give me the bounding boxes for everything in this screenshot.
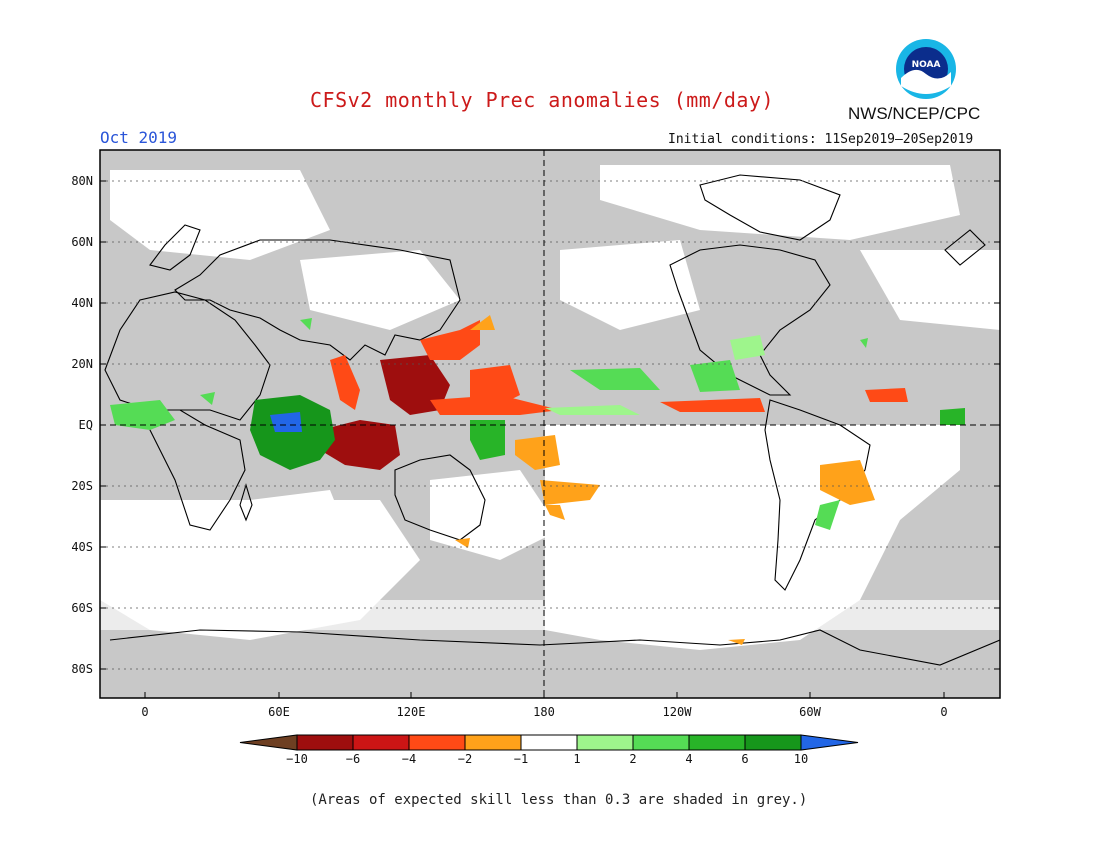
legend-label: −10 bbox=[286, 752, 308, 766]
legend-label: −2 bbox=[458, 752, 472, 766]
map-title: CFSv2 monthly Prec anomalies (mm/day) bbox=[310, 88, 775, 112]
equator-and-dateline bbox=[100, 150, 1000, 698]
lat-label: 40N bbox=[71, 296, 93, 310]
legend-arrow-high bbox=[800, 734, 859, 751]
legend-label: 4 bbox=[685, 752, 692, 766]
dry-anomaly-regions bbox=[320, 315, 908, 645]
legend-swatch bbox=[520, 734, 578, 751]
noaa-logo-icon: NOAA bbox=[896, 39, 956, 99]
legend-label: −4 bbox=[402, 752, 416, 766]
wet-anomaly-regions bbox=[110, 318, 965, 530]
color-legend: −10 −6 −4 −2 −1 1 2 4 6 10 bbox=[239, 734, 859, 766]
legend-label: 1 bbox=[573, 752, 580, 766]
lon-label: 0 bbox=[141, 705, 148, 719]
latitude-ticks bbox=[100, 180, 1000, 670]
lat-label: 60N bbox=[71, 235, 93, 249]
lat-label: 80S bbox=[71, 662, 93, 676]
organization-label: NWS/NCEP/CPC bbox=[848, 104, 981, 123]
gridlines bbox=[100, 180, 1000, 670]
legend-label: −1 bbox=[514, 752, 528, 766]
legend-swatch bbox=[632, 734, 690, 751]
lon-label: 120W bbox=[663, 705, 693, 719]
lat-label: 20N bbox=[71, 357, 93, 371]
lon-label: 0 bbox=[940, 705, 947, 719]
lat-label: 40S bbox=[71, 540, 93, 554]
legend-label: 2 bbox=[629, 752, 636, 766]
legend-swatch bbox=[744, 734, 802, 751]
lon-label: 60E bbox=[268, 705, 290, 719]
legend-swatch bbox=[408, 734, 466, 751]
legend-label: −6 bbox=[346, 752, 360, 766]
legend-swatch bbox=[464, 734, 522, 751]
lat-label: 60S bbox=[71, 601, 93, 615]
lon-label: 120E bbox=[397, 705, 426, 719]
lon-label: 180 bbox=[533, 705, 555, 719]
legend-label: 6 bbox=[741, 752, 748, 766]
coastlines bbox=[104, 174, 1000, 666]
legend-swatch bbox=[688, 734, 746, 751]
initial-conditions-label: Initial conditions: 11Sep2019–20Sep2019 bbox=[668, 132, 974, 147]
legend-swatch bbox=[352, 734, 410, 751]
legend-arrow-low bbox=[239, 734, 298, 751]
legend-swatch bbox=[576, 734, 634, 751]
map-frame bbox=[99, 149, 1001, 699]
legend-swatch bbox=[296, 734, 354, 751]
lat-label: EQ bbox=[79, 418, 93, 432]
lon-label: 60W bbox=[799, 705, 821, 719]
noaa-logo-text: NOAA bbox=[912, 60, 941, 70]
footnote: (Areas of expected skill less than 0.3 a… bbox=[310, 792, 808, 808]
month-label: Oct 2019 bbox=[100, 128, 178, 147]
longitude-labels: 0 60E 120E 180 120W 60W 0 bbox=[141, 705, 947, 719]
lat-label: 20S bbox=[71, 479, 93, 493]
lat-label: 80N bbox=[71, 174, 93, 188]
latitude-labels: 80N 60N 40N 20N EQ 20S 40S 60S 80S bbox=[71, 174, 93, 676]
longitude-ticks bbox=[144, 692, 945, 698]
legend-label: 10 bbox=[794, 752, 808, 766]
